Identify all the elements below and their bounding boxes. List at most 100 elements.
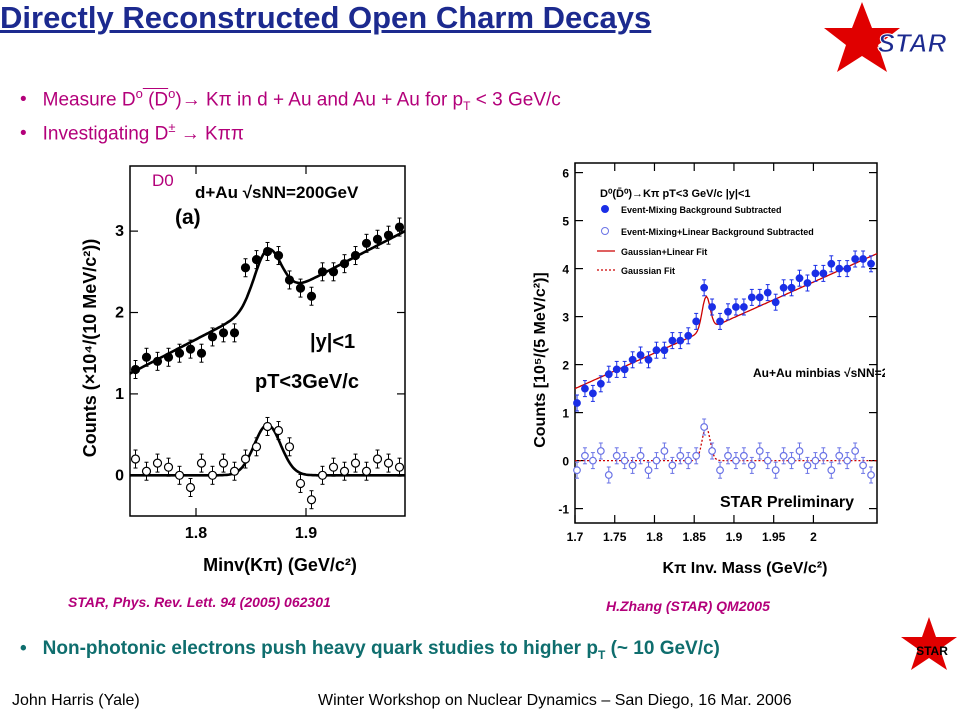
data-point [229,466,240,476]
data-point [747,293,756,302]
data-point [596,379,605,388]
y-tick-label: 6 [562,167,569,181]
y-tick-label: 1 [115,386,124,403]
data-point [328,462,339,472]
data-point [684,456,693,465]
data-point [152,458,163,468]
data-point [174,348,185,358]
data-point [273,250,284,261]
data-point [843,456,852,465]
data-point [262,421,273,432]
data-point [339,259,350,269]
data-point [835,264,844,273]
data-point [372,454,383,464]
bullet-investigating: • Investigating D± → Kππ [20,120,244,145]
data-point [779,283,788,292]
star-logo-small-text: STAR [916,644,948,658]
y-tick-label: 2 [562,359,569,373]
data-point [668,336,677,345]
data-point [196,348,207,358]
data-point [573,466,581,475]
data-point [867,259,875,268]
data-point [811,456,820,465]
data-point [229,328,240,338]
data-point [644,355,653,364]
x-tick-label: 2 [810,530,817,544]
data-point [141,466,152,476]
data-point [383,230,394,240]
x-tick-label: 1.9 [295,525,317,542]
data-point [676,336,685,345]
data-point [827,259,836,268]
data-point [716,466,724,475]
legend-marker [601,205,609,213]
data-point [652,346,661,355]
right-legend: Event-Mixing Background Subtracted Event-… [597,205,814,276]
right-ylabel: Counts [10⁵/(5 MeV/c²)] [532,272,549,448]
data-point [692,317,701,326]
data-point [361,238,372,248]
data-point [628,461,637,470]
data-point [163,462,174,472]
data-point [811,269,820,278]
y-tick-label: 3 [115,223,124,240]
x-tick-label: 1.9 [726,530,743,544]
data-point [588,389,597,398]
data-point [372,234,383,244]
data-point [612,451,621,460]
data-point [240,263,251,273]
data-point [185,344,196,354]
data-point [835,451,844,460]
data-point [636,351,645,359]
data-point [795,274,804,283]
data-point [218,458,229,468]
chart-left: 1.8 1.9 0 1 2 3 Minv(Kπ) (GeV/c²) Counts (×10… [80,165,406,575]
data-point [141,352,152,362]
data-point [240,454,251,464]
data-point [684,331,693,340]
data-point [851,255,860,263]
data-point [755,447,764,455]
data-point [581,384,589,393]
y-tick-label: 0 [115,467,124,484]
data-point [827,466,836,475]
data-point [859,255,867,263]
data-point [130,364,141,375]
y-tick-label: 4 [562,263,569,277]
data-point [739,303,748,311]
legend-label: Event-Mixing+Linear Background Subtracte… [621,227,814,237]
y-tick-label: 1 [562,407,569,421]
data-point [771,466,780,475]
data-point [819,451,828,460]
star-logo: STAR [824,2,947,72]
data-point [763,288,772,297]
data-point [692,451,701,460]
data-point [660,346,669,355]
data-point [747,461,756,470]
data-point [251,255,262,265]
bullet-measure: • Measure Do (Do)→ Kπ in d + Au and Au + … [20,86,561,114]
left-ylabel: Counts (×10⁴/(10 MeV/c²)) [80,239,100,457]
data-point [620,456,629,465]
data-point [795,447,804,455]
data-point [339,466,350,476]
data-point [262,246,273,257]
data-point [130,454,141,464]
data-point [573,399,581,407]
footer-event: Winter Workshop on Nuclear Dynamics – Sa… [318,692,792,709]
data-point [350,250,361,261]
data-point [732,303,740,311]
data-point [787,283,796,292]
data-point [636,451,645,460]
x-tick-label: 1.95 [762,530,786,544]
legend-label: Gaussian+Linear Fit [621,247,707,257]
data-point [152,356,163,366]
data-point [763,456,772,465]
y-tick-label: -1 [558,503,569,517]
data-point [306,495,317,505]
plot-frame [129,165,406,517]
data-point [163,352,174,362]
data-point [394,462,405,472]
data-point [588,456,597,465]
y-tick-label: 2 [115,305,124,322]
